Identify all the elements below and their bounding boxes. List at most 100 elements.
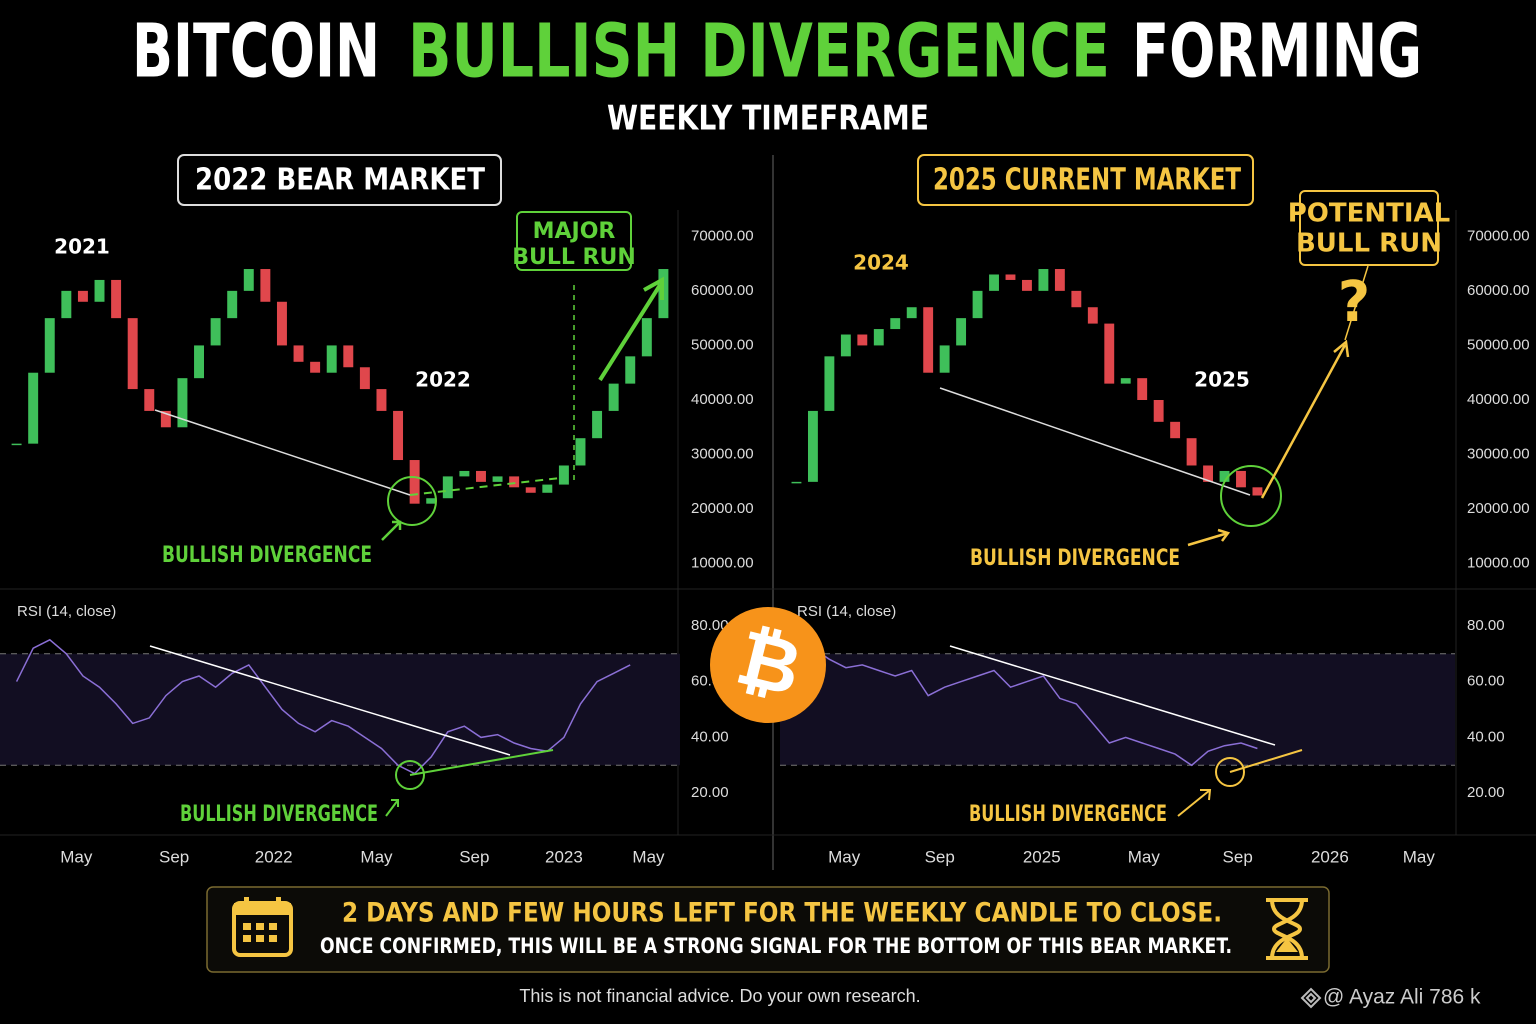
candle xyxy=(1137,378,1148,400)
target-label: BULL RUN xyxy=(1296,229,1442,259)
candle xyxy=(1022,279,1032,291)
rsi-divergence-label: BULLISH DIVERGENCE xyxy=(969,802,1167,827)
x-tick-label: Sep xyxy=(159,847,189,866)
candle xyxy=(840,334,851,357)
candle xyxy=(956,318,967,346)
rsi-trend-line xyxy=(949,645,1276,746)
banner-headline: 2 DAYS AND FEW HOURS LEFT FOR THE WEEKLY… xyxy=(342,898,1222,929)
candle xyxy=(542,484,553,493)
charts: 70000.00 60000.00 50000.00 40000.00 30000.00… xyxy=(0,190,1530,866)
candle xyxy=(1252,487,1263,496)
target-icon: ? xyxy=(1338,270,1370,335)
candle xyxy=(1120,378,1131,384)
panel-title: 2025 CURRENT MARKET xyxy=(933,163,1241,198)
arrow xyxy=(385,799,399,817)
rsi-band xyxy=(0,653,680,766)
calendar-header xyxy=(234,903,291,915)
year-label: 2025 xyxy=(1194,368,1250,392)
divergence-circle xyxy=(1215,757,1245,787)
candle xyxy=(923,307,934,373)
y-tick-label: 70000.00 xyxy=(1467,227,1530,244)
arrow xyxy=(381,520,402,541)
x-tick-label: 2025 xyxy=(1023,847,1061,866)
candle xyxy=(310,361,321,373)
rsi-label: RSI (14, close) xyxy=(797,603,896,620)
x-tick-label: May xyxy=(1128,847,1161,866)
candle xyxy=(28,372,39,444)
panel-title: 2022 BEAR MARKET xyxy=(195,163,485,198)
arrow xyxy=(1177,789,1212,817)
candle xyxy=(791,481,802,484)
candle xyxy=(476,470,486,482)
rsi-tick-label: 20.00 xyxy=(691,784,729,801)
divergence-circle xyxy=(395,760,425,790)
trend-line xyxy=(939,387,1251,496)
divergence-circle xyxy=(1220,465,1282,527)
x-tick-label: 2026 xyxy=(1311,847,1349,866)
rsi-band xyxy=(780,653,1455,766)
hourglass-sand xyxy=(1276,938,1298,952)
rsi-label: RSI (14, close) xyxy=(17,603,116,620)
divergence-label: BULLISH DIVERGENCE xyxy=(970,546,1180,571)
y-tick-label: 10000.00 xyxy=(691,555,754,572)
candle xyxy=(276,301,287,346)
rsi-support-line xyxy=(1229,749,1303,773)
candle xyxy=(1170,421,1181,439)
title-part: FORMING xyxy=(1132,9,1422,95)
candle xyxy=(939,345,950,373)
candle xyxy=(1203,465,1213,482)
candle xyxy=(592,410,603,439)
candle xyxy=(459,470,470,477)
x-tick-label: Sep xyxy=(925,847,955,866)
candle xyxy=(857,334,868,346)
rsi-support-line xyxy=(409,749,554,776)
candle xyxy=(326,345,337,373)
candle xyxy=(1236,470,1246,488)
candle xyxy=(177,378,188,428)
y-tick-label: 60000.00 xyxy=(691,282,754,299)
candle xyxy=(824,356,835,411)
candle xyxy=(160,410,171,428)
candle xyxy=(1005,274,1016,280)
arrow xyxy=(1187,528,1231,547)
target-label: POTENTIAL xyxy=(1288,199,1451,229)
x-tick-label: Sep xyxy=(459,847,489,866)
candle xyxy=(1219,470,1230,482)
rsi-tick-label: 40.00 xyxy=(1467,728,1505,745)
y-tick-label: 10000.00 xyxy=(1467,555,1530,572)
candle xyxy=(890,318,901,330)
x-tick-label: 2022 xyxy=(255,847,293,866)
banner-subline: ONCE CONFIRMED, THIS WILL BE A STRONG SI… xyxy=(320,934,1232,958)
y-tick-label: 30000.00 xyxy=(691,446,754,463)
candle xyxy=(509,476,520,488)
rsi-tick-label: 80.00 xyxy=(1467,617,1505,634)
calendar-grid xyxy=(243,923,277,942)
candle xyxy=(1038,269,1049,291)
candle xyxy=(641,318,652,357)
candle xyxy=(393,410,404,461)
year-label: 2021 xyxy=(54,235,110,259)
candle xyxy=(44,318,55,373)
candle xyxy=(144,389,155,411)
year-label: 2024 xyxy=(853,251,909,275)
watermark-icon xyxy=(1300,987,1322,1009)
candle xyxy=(11,443,22,446)
y-tick-label: 40000.00 xyxy=(691,391,754,408)
y-tick-label: 40000.00 xyxy=(1467,391,1530,408)
candle xyxy=(625,356,636,384)
candle xyxy=(111,279,122,319)
candle xyxy=(525,487,536,493)
x-tick-label: May xyxy=(60,847,93,866)
title-part: BULLISH DIVERGENCE xyxy=(408,9,1110,95)
target-label: BULL RUN xyxy=(512,245,636,270)
rsi-tick-label: 20.00 xyxy=(1467,784,1505,801)
candle xyxy=(243,269,254,291)
candle xyxy=(426,498,437,504)
candle xyxy=(77,290,88,302)
rsi-tick-label: 60.00 xyxy=(1467,673,1505,690)
candle xyxy=(492,476,503,482)
rsi-line xyxy=(796,647,1258,767)
x-tick-label: May xyxy=(632,847,665,866)
